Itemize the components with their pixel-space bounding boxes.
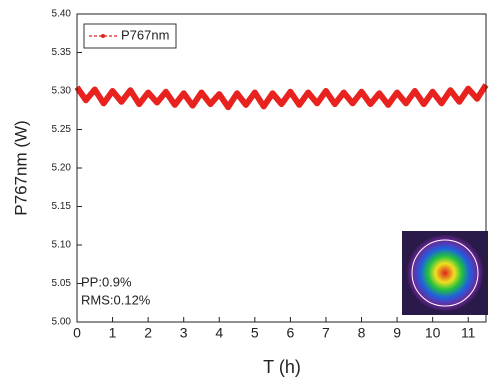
y-tick-label: 5.15 [52,201,72,212]
x-tick-label: 0 [73,325,81,341]
x-tick-label: 10 [425,325,441,341]
x-tick-label: 5 [251,325,259,341]
x-tick-label: 1 [109,325,117,341]
y-tick-label: 5.30 [52,86,72,97]
x-tick-label: 4 [215,325,223,341]
legend-label: P767nm [121,27,169,42]
legend-marker [101,34,105,38]
chart: P767nm (W) T (h) 5.00 5.05 5.10 5.15 5.20 5.2… [0,0,495,383]
x-tick-label: 9 [393,325,401,341]
annotation: RMS:0.12% [81,292,151,307]
y-axis-label: P767nm (W) [11,120,30,215]
x-tick-label: 3 [180,325,188,341]
x-tick-label: 7 [322,325,330,341]
x-tick-label: 6 [286,325,294,341]
y-tick-label: 5.10 [52,240,72,251]
x-tick-label: 2 [144,325,152,341]
y-tick-label: 5.05 [52,278,72,289]
data-line [77,85,486,107]
y-tick-label: 5.35 [52,47,72,58]
y-tick-label: 5.00 [52,317,72,328]
y-tick-label: 5.20 [52,163,72,174]
x-tick-label: 8 [358,325,366,341]
y-tick-label: 5.25 [52,124,72,135]
x-axis-label: T (h) [263,357,301,377]
y-tick-label: 5.40 [52,9,72,20]
inset-beam-image [402,231,488,315]
annotation: PP:0.9% [81,274,132,289]
x-tick-label: 11 [461,325,476,341]
